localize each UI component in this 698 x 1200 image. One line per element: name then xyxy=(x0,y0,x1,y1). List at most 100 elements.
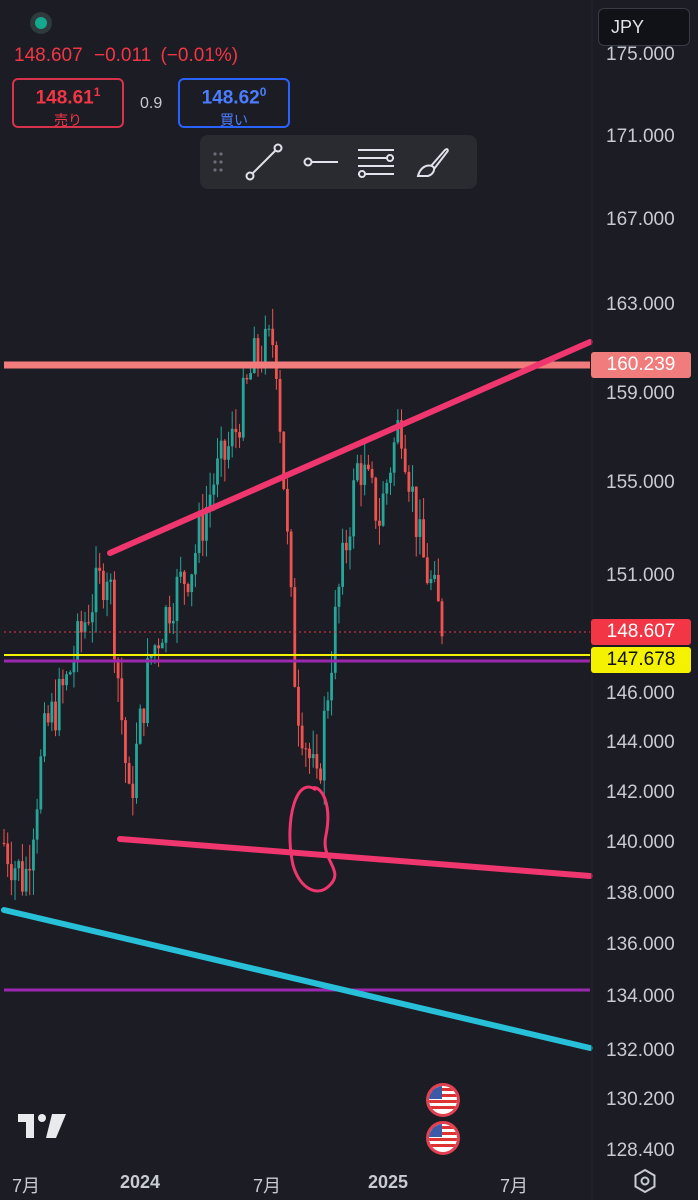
y-axis-label: 163.000 xyxy=(606,294,675,315)
us-event-flag-icon[interactable] xyxy=(426,1083,460,1117)
spread-value: 0.9 xyxy=(140,95,163,112)
x-label-2024: 2024 xyxy=(120,1172,161,1192)
candle-body xyxy=(418,519,422,537)
us-event-flag-icon[interactable] xyxy=(426,1121,460,1155)
candle-body xyxy=(366,464,370,470)
candle-body xyxy=(39,756,43,810)
parallel-lines-icon[interactable] xyxy=(348,135,404,189)
sell-price-pip: 1 xyxy=(93,85,101,99)
candle-body xyxy=(160,642,164,649)
y-axis-label: 142.000 xyxy=(606,782,675,803)
candle-body xyxy=(216,458,219,485)
candle-body xyxy=(168,607,172,624)
hand-drawn-circle xyxy=(288,785,337,893)
candle-body xyxy=(322,710,326,781)
sell-price: 148.61 xyxy=(35,87,94,109)
candle-body xyxy=(414,486,418,537)
candle-body xyxy=(271,328,275,346)
candle-body xyxy=(315,754,319,769)
candle-body xyxy=(146,658,149,724)
candle-body xyxy=(205,506,208,541)
candle-body xyxy=(17,861,21,869)
chart-settings-icon[interactable] xyxy=(632,1168,658,1199)
candle-body xyxy=(282,431,286,489)
last-price-line: 148.607 −0.011 (−0.01%) xyxy=(14,45,238,67)
candle-body xyxy=(131,783,135,799)
last-price: 148.607 xyxy=(14,45,83,66)
buy-price-pip: 0 xyxy=(259,85,267,99)
candle-body xyxy=(32,839,35,871)
candle-body xyxy=(422,519,425,558)
candle-body xyxy=(28,868,32,871)
candle-body xyxy=(245,377,249,380)
candle-body xyxy=(79,621,83,633)
candle-body xyxy=(98,567,102,571)
candle-body xyxy=(57,678,61,731)
candle-body xyxy=(105,581,109,601)
candle-body xyxy=(6,843,10,865)
candle-body xyxy=(76,621,80,662)
candle-body xyxy=(286,488,289,532)
candle-body xyxy=(407,471,411,492)
sell-button[interactable]: 148.611 売り xyxy=(12,78,124,128)
candle-body xyxy=(43,713,46,757)
candle-body xyxy=(433,574,437,579)
brush-icon[interactable] xyxy=(404,135,460,189)
candle-body xyxy=(370,469,374,478)
y-axis-label: 151.000 xyxy=(606,565,675,586)
candle-body xyxy=(212,484,216,495)
y-axis-label: 136.000 xyxy=(606,934,675,955)
candle-body xyxy=(190,574,194,593)
candle-body xyxy=(193,553,197,575)
ray-icon[interactable] xyxy=(292,135,348,189)
candle-body xyxy=(186,583,190,593)
candle-body xyxy=(392,442,396,473)
currency-selector[interactable]: JPY xyxy=(598,8,690,46)
candle-body xyxy=(267,328,271,330)
trend-line-icon[interactable] xyxy=(236,135,292,189)
support-price: 147.678 xyxy=(606,649,676,670)
candle-body xyxy=(219,440,223,459)
candle-body xyxy=(241,377,245,438)
candle-body xyxy=(138,708,142,744)
x-label-2025: 2025 xyxy=(368,1172,409,1192)
candle-body xyxy=(333,606,337,673)
candle-body xyxy=(400,420,403,449)
candle-body xyxy=(252,338,256,374)
candle-body xyxy=(124,720,127,764)
candle-body xyxy=(249,373,253,380)
candle-body xyxy=(263,328,267,366)
sell-label: 売り xyxy=(54,112,82,129)
candle-body xyxy=(142,708,146,724)
y-axis-label: 130.200 xyxy=(606,1089,675,1110)
candle-body xyxy=(374,477,378,521)
candle-body xyxy=(153,645,157,656)
resistance-price-tag: 160.239 xyxy=(591,352,691,378)
drag-handle-icon[interactable] xyxy=(200,135,236,189)
price-change-pct: (−0.01%) xyxy=(160,45,239,66)
candle-body xyxy=(238,432,241,438)
candle-body xyxy=(61,678,65,686)
candle-body xyxy=(35,809,39,840)
candle-body xyxy=(348,536,352,551)
y-axis-label: 138.000 xyxy=(606,883,675,904)
candle-body xyxy=(293,587,297,687)
candle-body xyxy=(429,578,433,584)
candle-body xyxy=(381,493,385,526)
candle-body xyxy=(208,494,212,507)
candle-body xyxy=(87,622,91,624)
candle-body xyxy=(311,754,315,759)
y-axis-label: 175.000 xyxy=(606,44,675,65)
x-label-jul-2025: 7月 xyxy=(500,1176,529,1196)
candle-body xyxy=(179,571,183,577)
candle-body xyxy=(83,622,87,633)
candle-body xyxy=(359,463,363,485)
buy-button[interactable]: 148.620 買い xyxy=(178,78,290,128)
candle-body xyxy=(171,620,175,624)
candle-body xyxy=(54,701,57,731)
price-change: −0.011 xyxy=(93,45,152,66)
candle-body xyxy=(385,482,389,494)
candle-body xyxy=(352,480,356,537)
market-status-icon xyxy=(30,12,52,34)
